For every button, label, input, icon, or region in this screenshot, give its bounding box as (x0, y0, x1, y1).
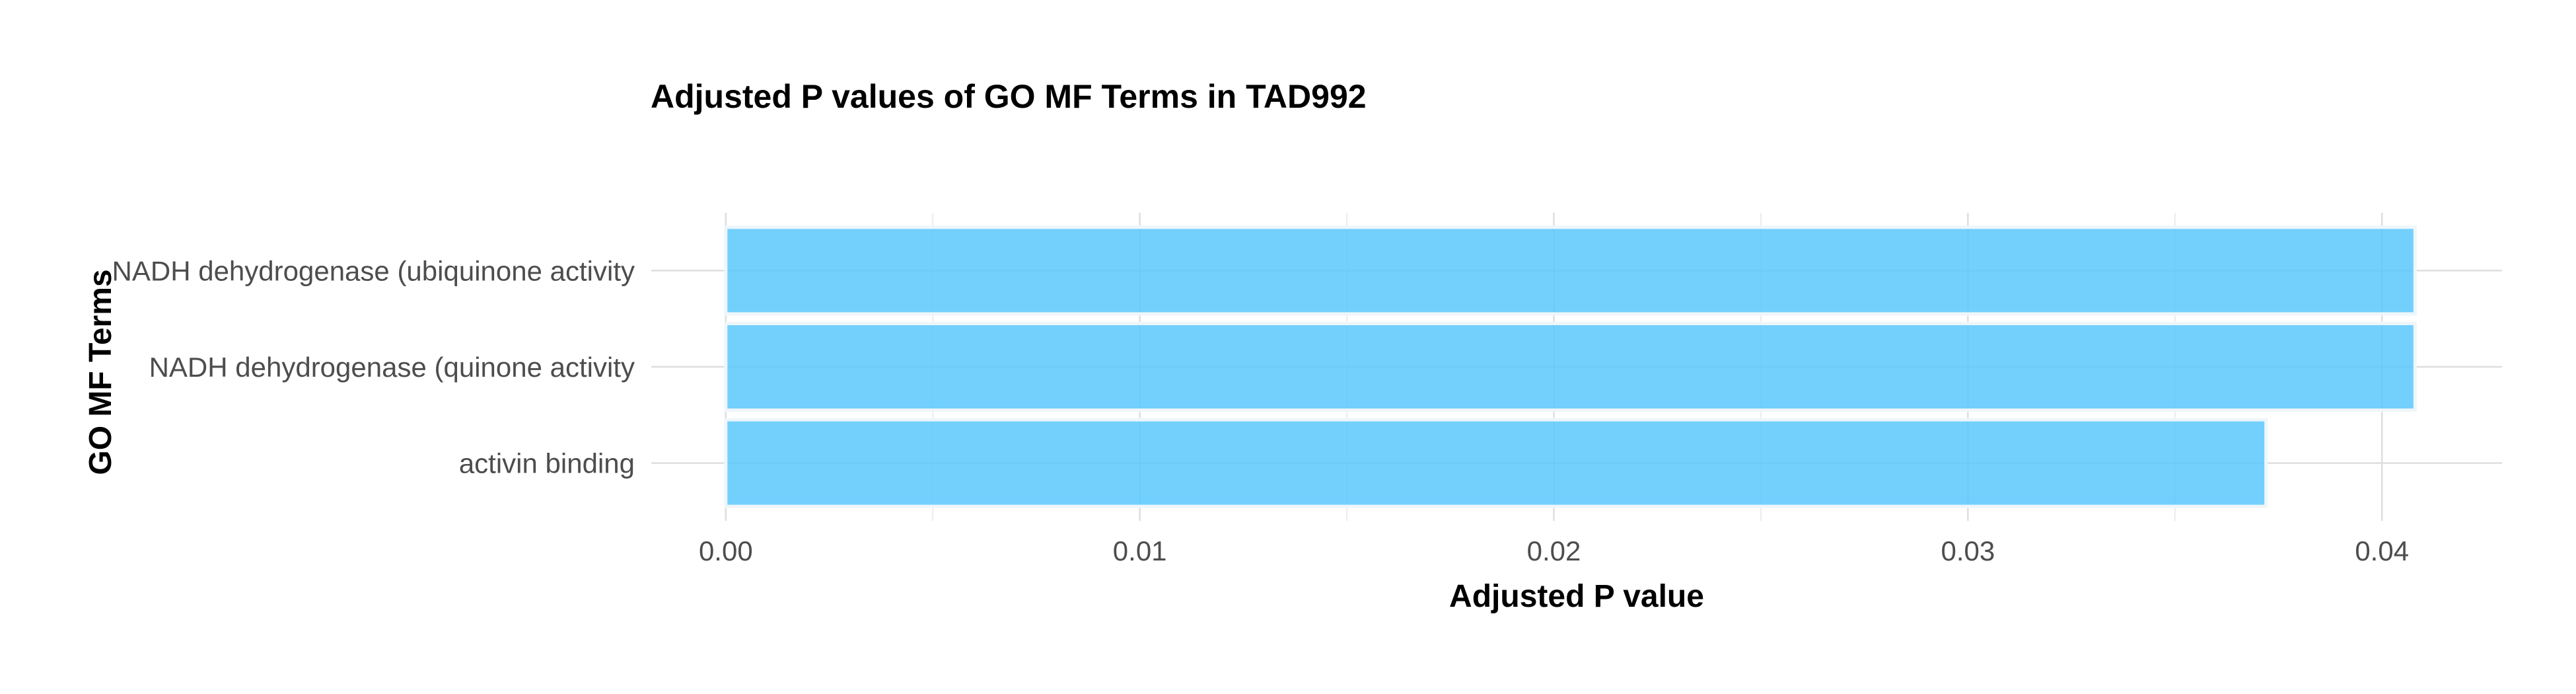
y-tick-label: NADH dehydrogenase (ubiquinone activity (112, 255, 635, 286)
x-tick-label: 0.03 (1941, 535, 1995, 566)
y-axis-title: GO MF Terms (83, 269, 118, 475)
y-tick-labels: NADH dehydrogenase (ubiquinone activity N… (112, 255, 635, 479)
x-tick-labels: 0.00 0.01 0.02 0.03 0.04 (699, 535, 2409, 566)
bar (724, 418, 2268, 508)
x-tick-label: 0.00 (699, 535, 753, 566)
x-axis-title: Adjusted P value (1449, 579, 1704, 614)
x-tick-label: 0.01 (1113, 535, 1167, 566)
y-tick-label: NADH dehydrogenase (quinone activity (149, 352, 635, 383)
y-tick-label: activin binding (459, 448, 635, 479)
bar (724, 225, 2417, 316)
x-tick-label: 0.04 (2355, 535, 2409, 566)
chart-title: Adjusted P values of GO MF Terms in TAD9… (651, 78, 1367, 115)
x-tick-label: 0.02 (1527, 535, 1581, 566)
bars (724, 225, 2417, 508)
bar (724, 321, 2417, 412)
